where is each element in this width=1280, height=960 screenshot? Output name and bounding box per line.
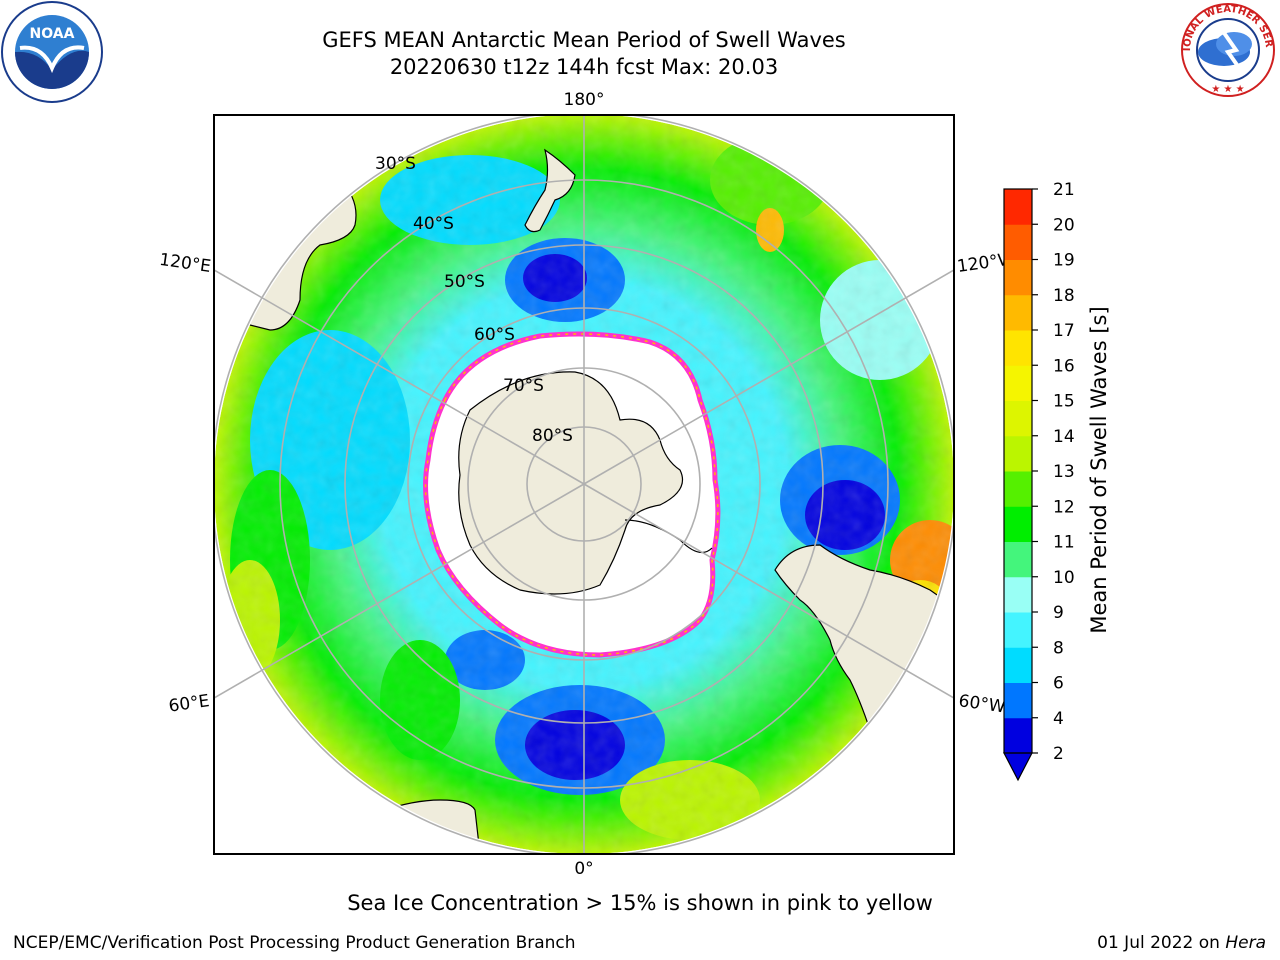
colorbar-segment <box>1004 647 1032 683</box>
colorbar-segment <box>1004 294 1032 331</box>
colorbar-tick-label: 14 <box>1053 427 1075 447</box>
noaa-logo: NOAA <box>1 1 103 103</box>
lat-label-30s: 30°S <box>375 154 416 174</box>
credit-left: NCEP/EMC/Verification Post Processing Pr… <box>13 933 576 953</box>
colorbar-tick-label: 13 <box>1053 462 1075 482</box>
map-area <box>214 115 954 854</box>
colorbar-segment <box>1004 189 1032 225</box>
colorbar-segment <box>1004 471 1032 507</box>
colorbar-tick-label: 9 <box>1053 603 1064 623</box>
credit-right: 01 Jul 2022 on Hera <box>1097 933 1266 953</box>
colorbar-tick-label: 6 <box>1053 674 1064 694</box>
colorbar-label: Mean Period of Swell Waves [s] <box>1087 306 1111 633</box>
colorbar-segment <box>1004 717 1032 754</box>
lat-label-50s: 50°S <box>444 272 485 292</box>
colorbar-tick-label: 18 <box>1053 286 1075 306</box>
colorbar-segment <box>1004 224 1032 260</box>
colorbar-tick-label: 2 <box>1053 744 1064 764</box>
credit-machine: Hera <box>1225 933 1266 953</box>
map-frame <box>213 114 955 855</box>
nws-logo: NATIONAL WEATHER SERVICE ★ ★ ★ <box>1176 0 1275 97</box>
colorbar-segment <box>1004 365 1032 401</box>
lat-label-40s: 40°S <box>413 214 454 234</box>
colorbar-underflow-arrow <box>1003 752 1033 782</box>
lon-label-180: 180° <box>564 90 605 110</box>
lon-label-0: 0° <box>574 859 593 879</box>
sea-ice-note: Sea Ice Concentration > 15% is shown in … <box>347 891 933 915</box>
nws-stars-icon: ★ ★ ★ <box>1211 84 1244 95</box>
colorbar-tick-label: 4 <box>1053 709 1064 729</box>
colorbar-segment <box>1004 435 1032 472</box>
credit-date: 01 Jul 2022 on <box>1097 933 1226 953</box>
longitude-lines <box>214 115 954 854</box>
noaa-logo-text: NOAA <box>30 26 75 42</box>
colorbar-tick-label: 15 <box>1053 392 1075 412</box>
lon-label-60w: 60°W <box>957 691 1006 717</box>
colorbar-segment <box>1004 259 1032 296</box>
colorbar-segment <box>1004 576 1032 613</box>
title-line-2: 20220630 t12z 144h fcst Max: 20.03 <box>389 55 779 79</box>
lat-label-70s: 70°S <box>503 376 544 396</box>
colorbar: 2 4 6 8 9 10 11 12 13 14 15 16 17 18 19 20 21 <box>1003 180 1075 782</box>
colorbar-segment <box>1004 400 1032 437</box>
lat-label-60s: 60°S <box>474 325 515 345</box>
colorbar-tick-label: 20 <box>1053 215 1075 235</box>
colorbar-tick-label: 17 <box>1053 321 1075 341</box>
title-line-1: GEFS MEAN Antarctic Mean Period of Swell… <box>322 28 846 52</box>
lon-label-60e: 60°E <box>167 691 210 716</box>
colorbar-tick-label: 21 <box>1053 180 1075 200</box>
colorbar-segment <box>1004 612 1032 648</box>
colorbar-segment <box>1004 541 1032 578</box>
colorbar-tick-label: 12 <box>1053 497 1075 517</box>
lon-label-120e: 120°E <box>158 250 212 277</box>
colorbar-segment <box>1004 506 1032 542</box>
colorbar-tick-label: 11 <box>1053 533 1075 553</box>
lat-label-80s: 80°S <box>532 426 573 446</box>
colorbar-segment <box>1004 682 1032 719</box>
colorbar-segment <box>1004 330 1032 366</box>
colorbar-tick-label: 19 <box>1053 251 1075 271</box>
colorbar-tick-label: 10 <box>1053 568 1075 588</box>
colorbar-tick-label: 16 <box>1053 356 1075 376</box>
colorbar-tick-label: 8 <box>1053 638 1064 658</box>
